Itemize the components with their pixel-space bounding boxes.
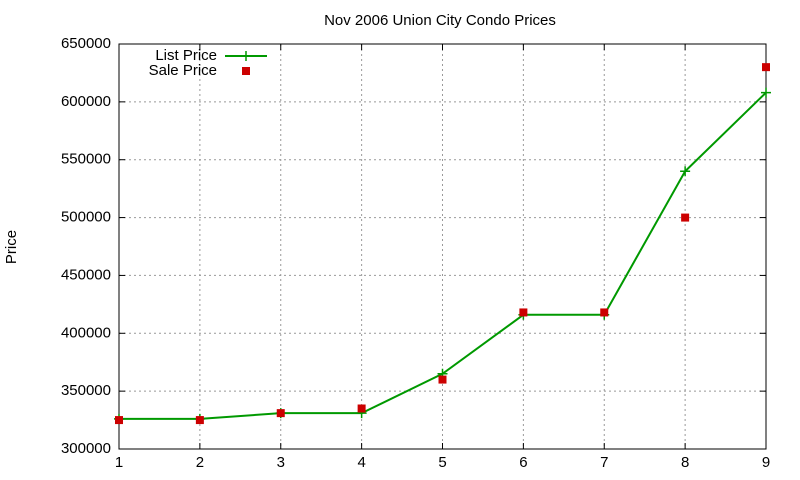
x-tick-label: 5 bbox=[438, 454, 446, 471]
y-tick-label: 650000 bbox=[61, 35, 111, 52]
y-tick-label: 300000 bbox=[61, 440, 111, 457]
x-tick-label: 6 bbox=[519, 454, 527, 471]
x-tick-label: 2 bbox=[196, 454, 204, 471]
legend-label: List Price bbox=[155, 47, 217, 64]
plot-border bbox=[118, 43, 767, 450]
point bbox=[600, 308, 609, 317]
x-tick-label: 1 bbox=[115, 454, 123, 471]
y-tick-label: 500000 bbox=[61, 209, 111, 226]
legend-label: Sale Price bbox=[149, 62, 217, 79]
point bbox=[357, 404, 366, 413]
y-tick-label: 400000 bbox=[61, 324, 111, 341]
point bbox=[519, 308, 528, 317]
y-tick-label: 350000 bbox=[61, 382, 111, 399]
y-tick-label: 600000 bbox=[61, 93, 111, 110]
x-tick-label: 3 bbox=[277, 454, 285, 471]
x-tick-label: 7 bbox=[600, 454, 608, 471]
point bbox=[195, 416, 204, 425]
point bbox=[276, 409, 285, 418]
point bbox=[680, 166, 691, 177]
y-tick-label: 450000 bbox=[61, 266, 111, 283]
point bbox=[761, 87, 771, 98]
chart-title: Nov 2006 Union City Condo Prices bbox=[324, 12, 556, 29]
x-tick-label: 9 bbox=[762, 454, 770, 471]
point bbox=[762, 63, 770, 72]
point bbox=[438, 375, 447, 384]
x-tick-label: 8 bbox=[681, 454, 689, 471]
x-tick-label: 4 bbox=[357, 454, 365, 471]
y-axis-label: Price bbox=[3, 230, 20, 264]
y-tick-label: 550000 bbox=[61, 151, 111, 168]
legend-marker bbox=[241, 51, 251, 61]
legend-marker bbox=[242, 67, 250, 75]
point bbox=[681, 213, 690, 222]
point bbox=[115, 416, 123, 425]
